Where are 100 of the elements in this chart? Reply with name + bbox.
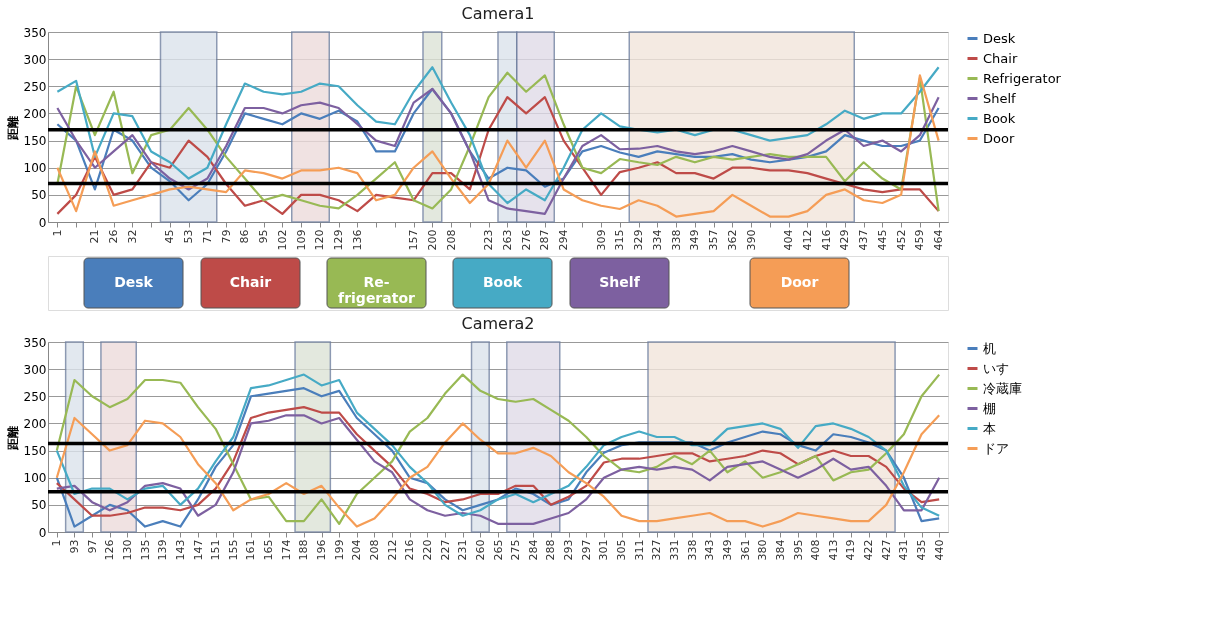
x-tick-label: 440 xyxy=(932,539,946,561)
y-tick-label: 350 xyxy=(23,335,47,350)
x-tick-label: 311 xyxy=(632,539,646,561)
text: Book xyxy=(482,274,523,290)
x-tick-label: 459 xyxy=(913,229,927,251)
x-tick-label: 93 xyxy=(67,539,81,554)
x-tick-label: 139 xyxy=(156,539,170,561)
x-tick-label: 1 xyxy=(50,539,64,547)
x-tick-label: 384 xyxy=(773,539,787,561)
x-tick-label: 361 xyxy=(738,539,752,561)
x-tick-label: 136 xyxy=(350,229,364,251)
x-tick-label: 263 xyxy=(500,229,514,251)
x-tick-label: 157 xyxy=(407,229,421,251)
x-tick-label: 129 xyxy=(332,229,346,251)
x-tick-label: 288 xyxy=(544,539,558,561)
x-tick-label: 404 xyxy=(782,229,796,251)
x-tick-label: 390 xyxy=(744,229,758,251)
y-tick-label: 200 xyxy=(23,416,47,431)
text: Desk xyxy=(114,274,154,290)
x-tick-label: 45 xyxy=(163,229,177,244)
x-tick-label: 265 xyxy=(491,539,505,561)
x-tick-label: 408 xyxy=(809,539,823,561)
x-tick-label: 349 xyxy=(720,539,734,561)
x-tick-label: 305 xyxy=(615,539,629,561)
y-tick-label: 50 xyxy=(31,188,47,203)
y-tick-label: 0 xyxy=(38,525,47,540)
x-tick-label: 21 xyxy=(88,229,102,244)
x-tick-label: 1 xyxy=(50,229,64,237)
x-tick-label: 220 xyxy=(420,539,434,561)
x-tick-label: 200 xyxy=(425,229,439,251)
x-tick-label: 26 xyxy=(107,229,121,244)
x-tick-label: 86 xyxy=(238,229,252,244)
x-tick-label: 231 xyxy=(456,539,470,561)
text: Chair xyxy=(229,274,272,290)
legend-label: 机 xyxy=(983,340,996,356)
legend-label: Chair xyxy=(983,50,1018,66)
text: Door xyxy=(780,274,819,290)
chart-title: Camera1 xyxy=(461,4,535,23)
x-tick-label: 216 xyxy=(403,539,417,561)
x-tick-label: 199 xyxy=(332,539,346,561)
x-tick-label: 412 xyxy=(800,229,814,251)
chart-title: Camera2 xyxy=(461,314,535,333)
x-tick-label: 204 xyxy=(350,539,364,561)
x-tick-label: 208 xyxy=(367,539,381,561)
x-tick-label: 413 xyxy=(826,539,840,561)
text: Re- frigerator xyxy=(338,274,416,306)
legend-label: Refrigerator xyxy=(983,70,1062,86)
y-axis-title: 距離 xyxy=(5,115,20,141)
x-tick-label: 284 xyxy=(526,539,540,561)
legend-label: ドア xyxy=(983,440,1009,456)
x-tick-label: 196 xyxy=(315,539,329,561)
x-tick-label: 174 xyxy=(279,539,293,561)
y-tick-label: 300 xyxy=(23,52,47,67)
x-tick-label: 188 xyxy=(297,539,311,561)
x-tick-label: 276 xyxy=(519,229,533,251)
x-tick-label: 109 xyxy=(294,229,308,251)
legend-label: いす xyxy=(983,360,1009,376)
x-tick-label: 293 xyxy=(562,539,576,561)
x-tick-label: 338 xyxy=(669,229,683,251)
x-tick-label: 260 xyxy=(473,539,487,561)
x-tick-label: 429 xyxy=(838,229,852,251)
x-tick-label: 380 xyxy=(756,539,770,561)
x-tick-label: 297 xyxy=(579,539,593,561)
x-tick-label: 151 xyxy=(209,539,223,561)
y-tick-label: 0 xyxy=(38,215,47,230)
x-tick-label: 97 xyxy=(85,539,99,554)
x-tick-label: 53 xyxy=(182,229,196,244)
x-tick-label: 212 xyxy=(385,539,399,561)
x-tick-label: 445 xyxy=(875,229,889,251)
text: Shelf xyxy=(599,274,641,290)
y-tick-label: 100 xyxy=(23,161,47,176)
x-tick-label: 362 xyxy=(725,229,739,251)
x-tick-label: 452 xyxy=(894,229,908,251)
x-tick-label: 395 xyxy=(791,539,805,561)
x-tick-label: 165 xyxy=(262,539,276,561)
y-tick-label: 250 xyxy=(23,79,47,94)
legend-label: 冷蔵庫 xyxy=(983,380,1022,396)
x-tick-label: 155 xyxy=(226,539,240,561)
x-tick-label: 130 xyxy=(120,539,134,561)
x-tick-label: 71 xyxy=(200,229,214,244)
legend-label: Book xyxy=(983,110,1016,126)
x-tick-label: 301 xyxy=(597,539,611,561)
y-tick-label: 200 xyxy=(23,106,47,121)
x-tick-label: 147 xyxy=(191,539,205,561)
x-tick-label: 343 xyxy=(703,539,717,561)
legend-label: 本 xyxy=(983,420,996,436)
x-tick-label: 416 xyxy=(819,229,833,251)
x-tick-label: 102 xyxy=(275,229,289,251)
x-tick-label: 287 xyxy=(538,229,552,251)
x-tick-label: 329 xyxy=(632,229,646,251)
x-tick-label: 223 xyxy=(482,229,496,251)
x-tick-label: 464 xyxy=(932,229,946,251)
legend-label: Shelf xyxy=(983,90,1017,106)
y-tick-label: 150 xyxy=(23,134,47,149)
x-tick-label: 419 xyxy=(844,539,858,561)
y-axis-title: 距離 xyxy=(5,425,20,451)
y-tick-label: 150 xyxy=(23,444,47,459)
x-tick-label: 208 xyxy=(444,229,458,251)
y-tick-label: 250 xyxy=(23,389,47,404)
x-tick-label: 338 xyxy=(685,539,699,561)
